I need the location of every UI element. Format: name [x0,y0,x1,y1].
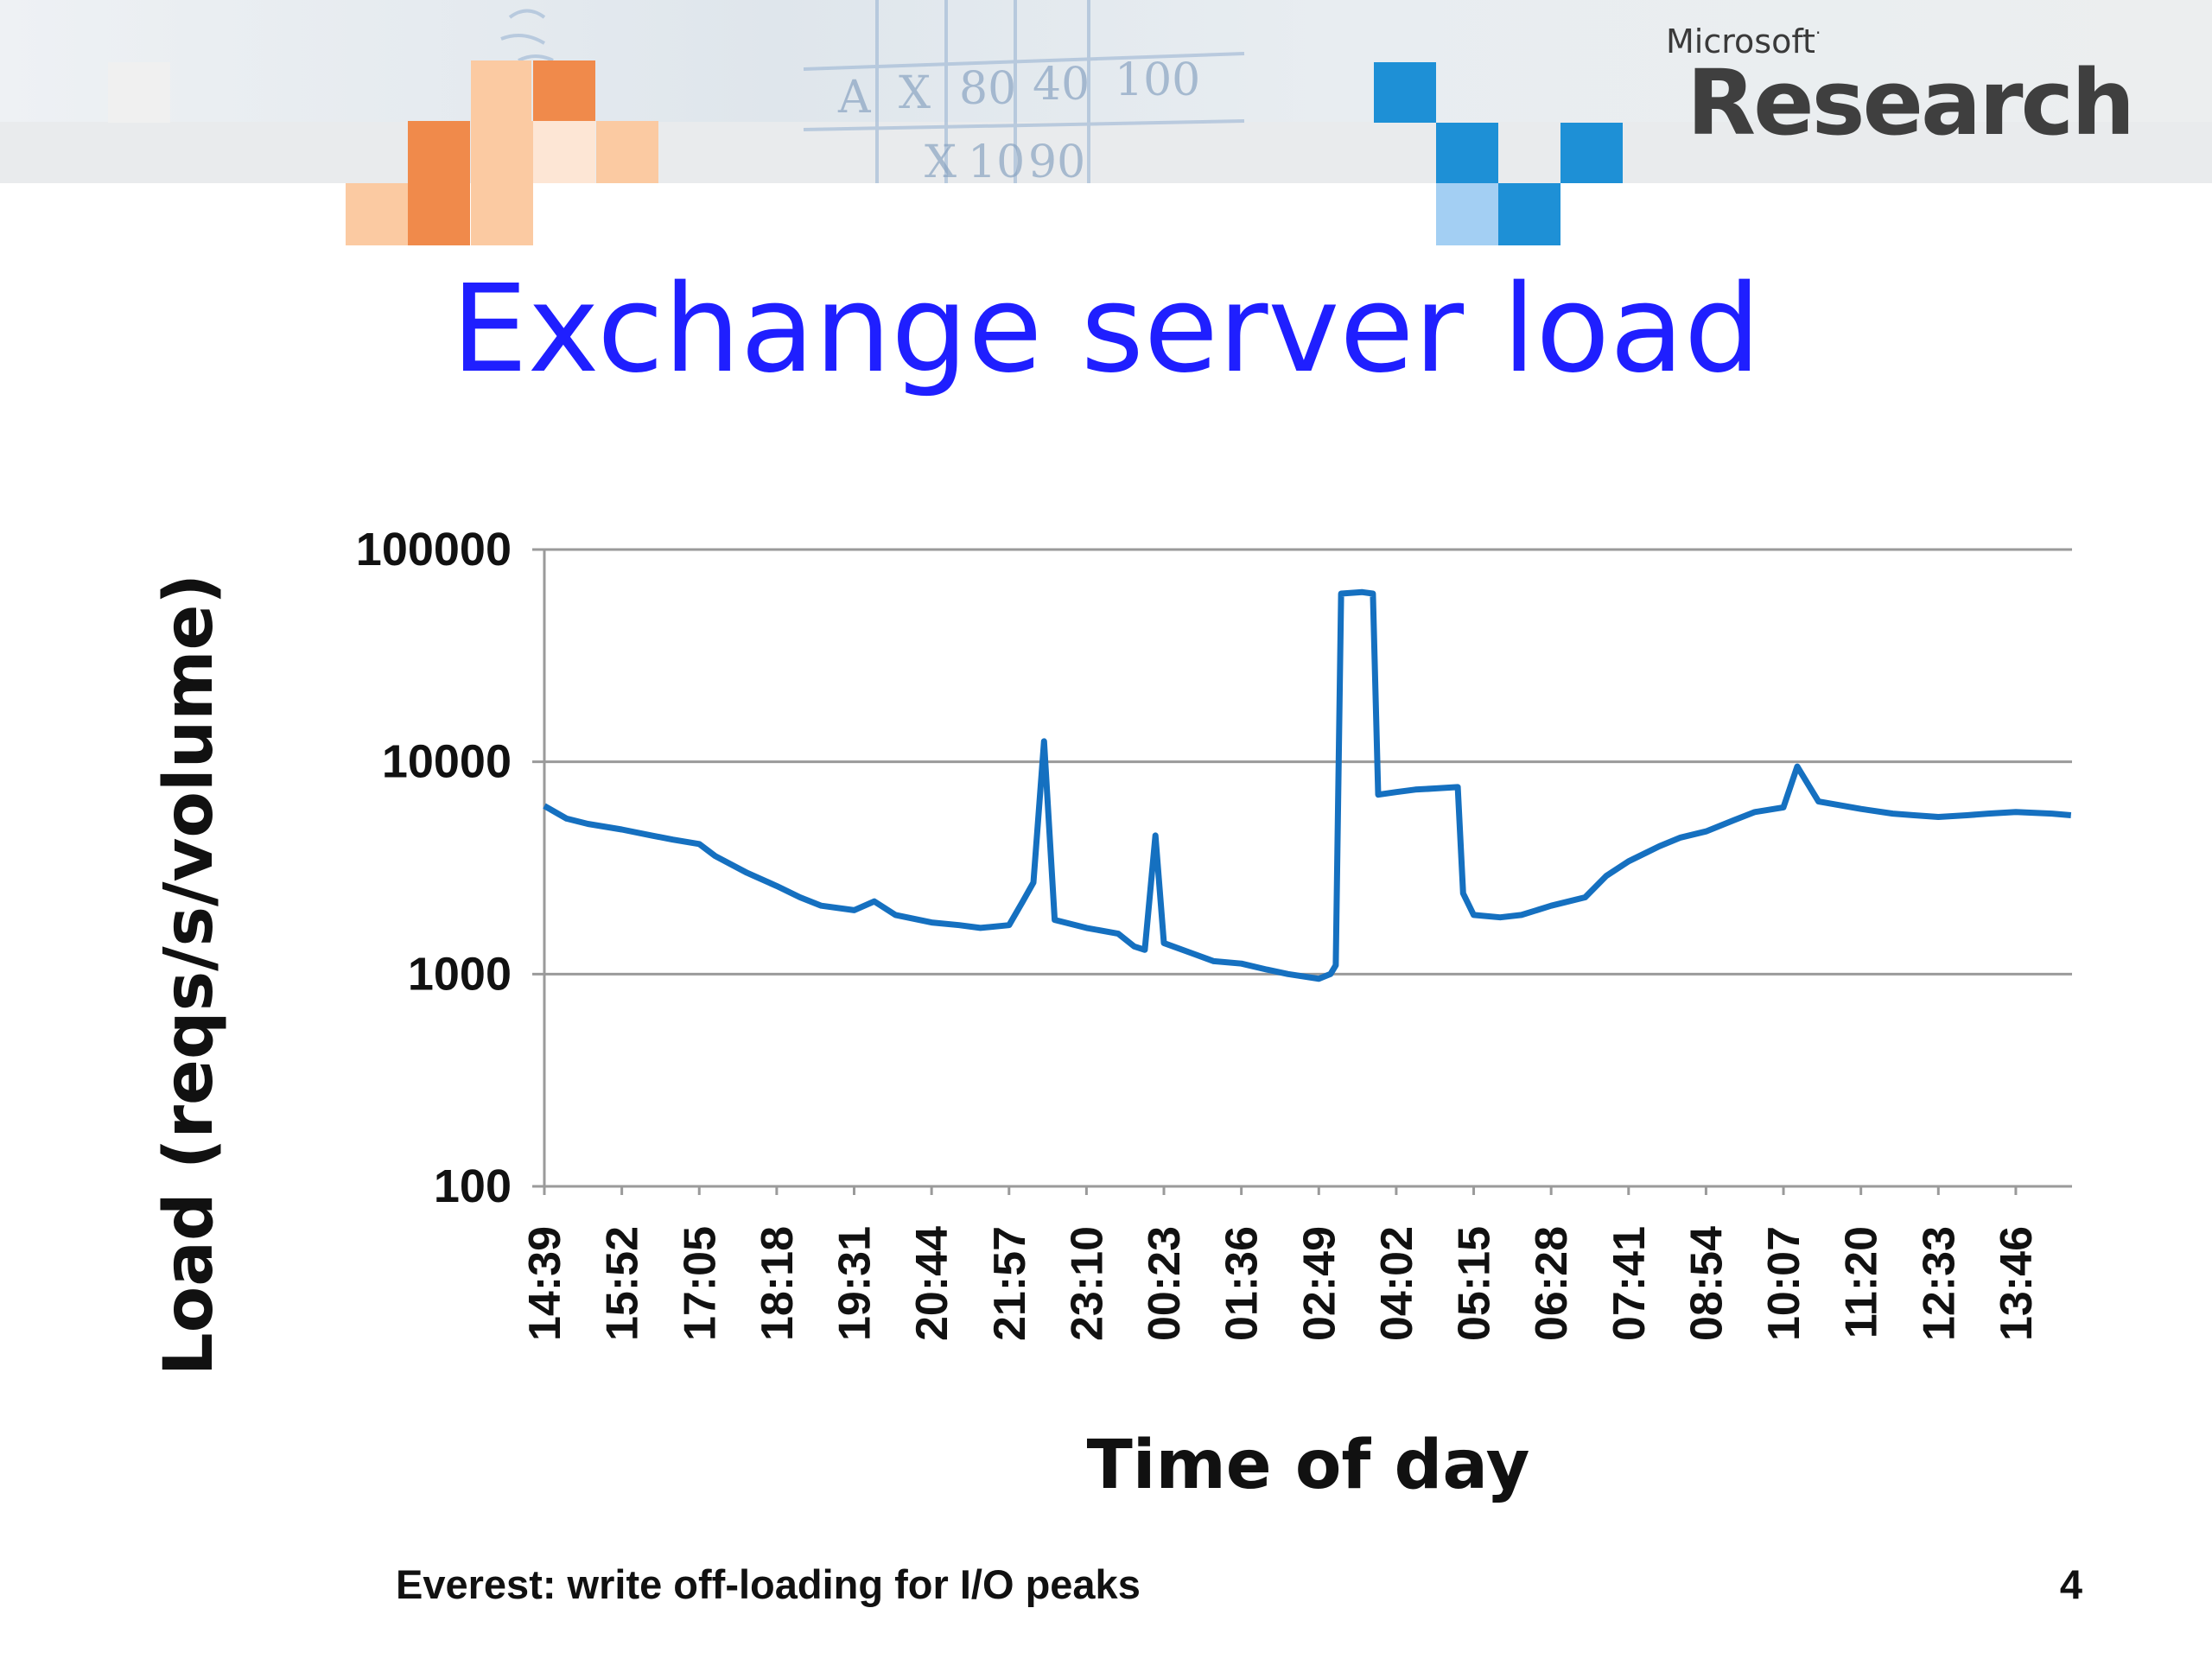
x-tick-label: 14:39 [520,1226,570,1341]
svg-text:40: 40 [1033,59,1090,111]
x-tick-label: 06:28 [1527,1226,1577,1341]
slide-title: Exchange server load [451,259,1761,400]
y-tick-label: 100000 [356,524,512,575]
y-tick-label: 100 [434,1160,512,1212]
x-tick-label: 02:49 [1294,1226,1344,1341]
microsoft-wordmark: Microsoft· [1666,22,1821,60]
svg-text:80: 80 [959,63,1016,115]
x-tick-label: 13:46 [1992,1226,2042,1341]
whiteboard-sketch-image: A X 80 40 100 X 10 90 [500,0,1245,183]
decorative-square [533,60,595,121]
x-tick-label: 08:54 [1681,1226,1732,1341]
svg-text:X: X [899,67,931,119]
footer-caption: Everest: write off-loading for I/O peaks [396,1561,1141,1607]
decorative-square [108,62,170,123]
decorative-square [1436,183,1498,245]
decorative-square [471,60,531,121]
svg-text:90: 90 [1028,137,1085,183]
page-number: 4 [2059,1561,2082,1607]
svg-text:X: X [925,137,957,183]
y-axis-label: Load (reqs/s/volume) [150,574,228,1376]
x-axis-label: Time of day [1087,1427,1530,1504]
header-banner: A X 80 40 100 X 10 90 Microsoft· Researc… [0,0,2212,245]
svg-text:A: A [837,72,872,124]
x-tick-label: 15:52 [598,1226,648,1341]
decorative-square [408,121,470,183]
x-tick-label: 11:20 [1837,1226,1887,1338]
header-banner-strip [0,122,2212,183]
x-tick-label: 17:05 [675,1226,725,1341]
decorative-square [1436,123,1498,183]
decorative-square [533,121,595,183]
svg-text:10: 10 [968,137,1025,183]
load-chart: 100 1000 10000 100000 14:39 15:52 17:05 18:18 19… [150,524,2072,1504]
decorative-square [408,183,470,245]
x-tick-label: 00:23 [1140,1226,1190,1341]
x-tick-label: 04:02 [1372,1226,1422,1341]
research-wordmark: Research [1687,50,2135,156]
y-tick-label: 1000 [408,948,512,1000]
decorative-square [346,183,408,245]
x-tick-label: 20:44 [907,1226,957,1341]
decorative-square [471,183,533,245]
y-tick-label: 10000 [382,736,512,788]
series-line-load [543,588,2072,982]
x-tick-label: 10:07 [1759,1226,1809,1341]
x-tick-label: 05:15 [1450,1226,1500,1341]
x-tick-label: 01:36 [1217,1226,1268,1341]
x-tick-label: 21:57 [985,1226,1035,1341]
x-tick-label: 12:33 [1914,1226,1964,1341]
decorative-square [1560,123,1623,183]
svg-text:100: 100 [1115,54,1200,106]
decorative-square [1374,62,1436,123]
x-tick-label: 07:41 [1605,1226,1655,1341]
x-tick-label: 18:18 [753,1226,803,1341]
x-tick-label: 23:10 [1062,1226,1112,1341]
decorative-square [471,121,533,183]
decorative-square [596,121,658,183]
decorative-square [1498,183,1560,245]
x-tick-label: 19:31 [830,1226,880,1341]
